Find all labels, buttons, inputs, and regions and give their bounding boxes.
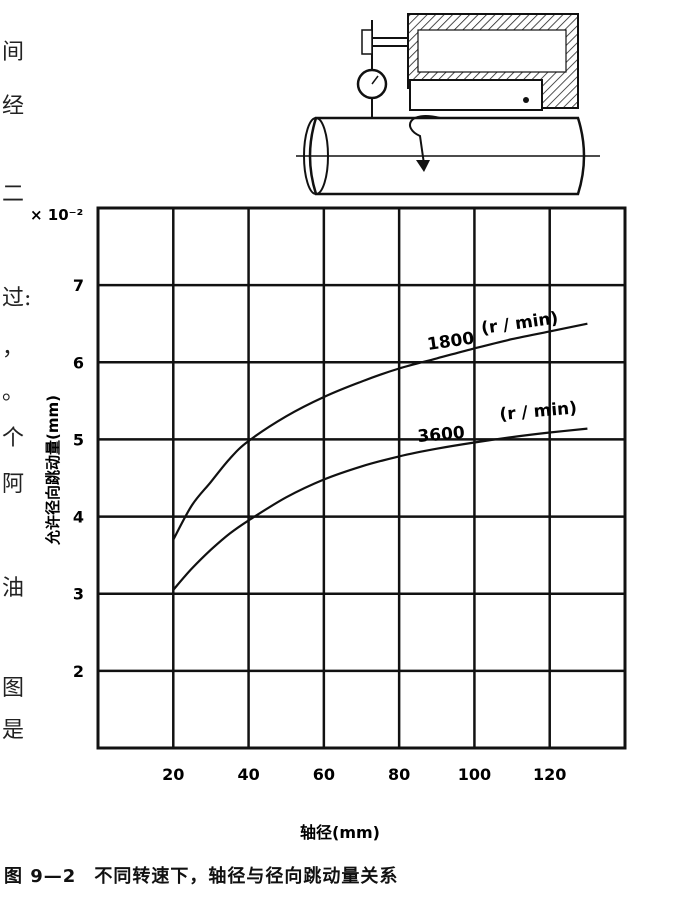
margin-fragment: 油 <box>2 576 25 601</box>
series-label-1800-unit: (r / min) <box>480 308 560 339</box>
y-axis-label: 允许径向跳动量(mm) <box>44 395 62 546</box>
plot-frame <box>96 206 627 750</box>
margin-fragment: 阿 <box>2 472 25 497</box>
margin-fragment: 间 <box>2 40 25 65</box>
y-tick-label: 6 <box>73 353 84 372</box>
figure-caption: 图 9—2 不同转速下，轴径与径向跳动量关系 <box>4 862 398 888</box>
y-tick-label: 3 <box>73 585 84 604</box>
x-axis-label: 轴径(mm) <box>300 823 380 842</box>
rotation-arrow <box>409 115 441 165</box>
series-line-3600 <box>172 427 588 591</box>
spindle-block <box>409 79 543 111</box>
x-tick-label: 120 <box>533 765 566 784</box>
margin-fragment: 是 <box>2 718 25 743</box>
y-tick-label: 5 <box>73 430 84 449</box>
grid <box>98 208 625 748</box>
y-tick-label: 2 <box>73 662 84 681</box>
series-label-3600-unit: (r / min) <box>499 398 578 425</box>
margin-fragment: ， <box>2 336 25 361</box>
x-tick-label: 40 <box>237 765 259 784</box>
margin-fragment: 二 <box>2 182 25 207</box>
series-group <box>172 322 588 591</box>
x-tick-label: 80 <box>388 765 410 784</box>
margin-fragment: 个 <box>2 426 25 451</box>
y-scale-label: × 10⁻² <box>30 206 83 224</box>
x-tick-label: 20 <box>162 765 184 784</box>
figure-number: 图 9—2 <box>4 866 77 887</box>
x-tick-label: 100 <box>458 765 491 784</box>
figure-caption-text: 不同转速下，轴径与径向跳动量关系 <box>94 866 399 887</box>
spindle-housing-window <box>417 29 567 73</box>
margin-fragment: 。 <box>2 380 25 405</box>
y-tick-label: 7 <box>73 276 84 295</box>
series-label-3600-number: 3600 <box>417 423 466 447</box>
tick-labels: 20 40 60 80 100 120 2 3 4 5 6 7 <box>73 276 567 784</box>
margin-fragment: 图 <box>2 676 25 701</box>
apparatus-illustration <box>296 13 600 196</box>
margin-fragment: 经 <box>2 94 25 119</box>
x-tick-label: 60 <box>313 765 335 784</box>
series-line-1800 <box>172 322 588 541</box>
margin-fragment: 过: <box>2 286 32 311</box>
y-tick-label: 4 <box>73 508 84 527</box>
